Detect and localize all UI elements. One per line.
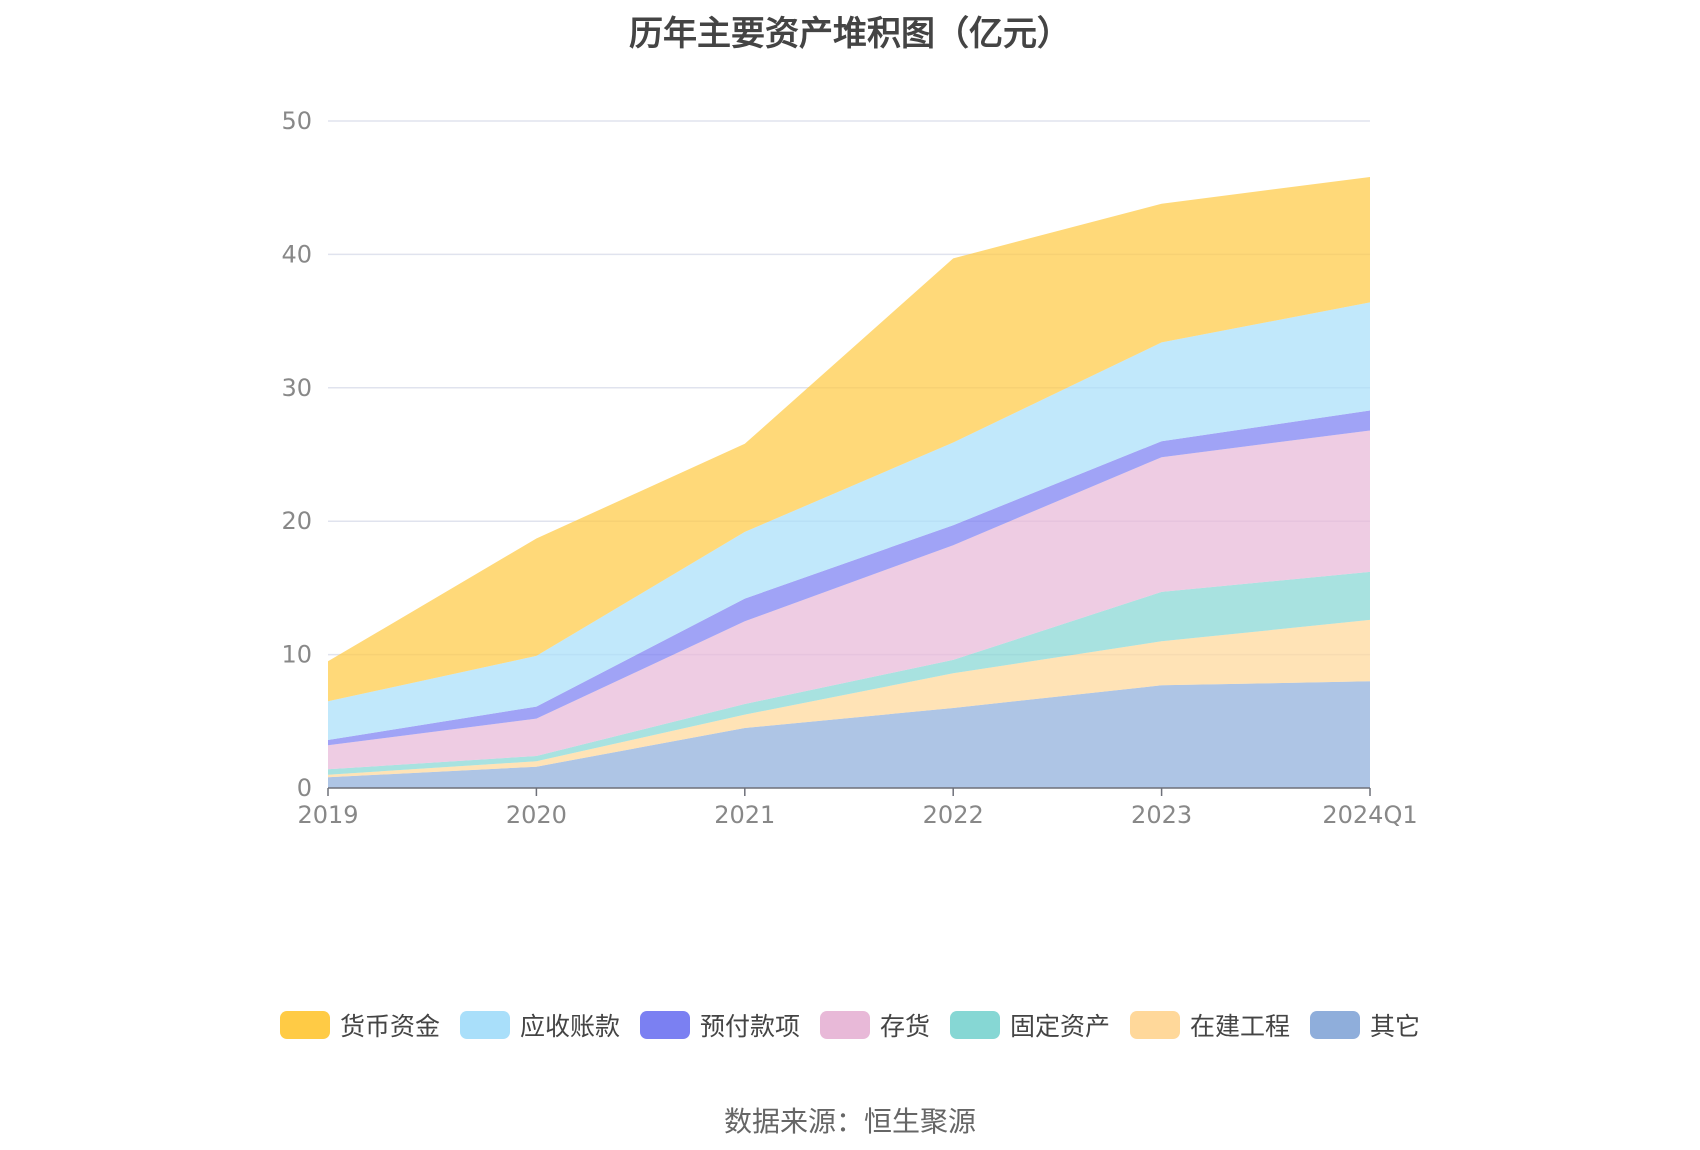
legend-label: 货币资金 [339,1012,440,1041]
legend-swatch [1130,1011,1181,1039]
y-tick-label: 20 [281,507,312,535]
legend-swatch [1310,1011,1361,1039]
legend-swatch [819,1011,870,1039]
legend-label: 固定资产 [1010,1012,1111,1041]
legend-item[interactable]: 货币资金 [279,1007,440,1043]
area-series [328,177,1370,788]
axes [327,787,1371,796]
legend: 货币资金 应收账款 预付款项 存货 固定资产 在建工程 其它 [0,1000,1700,1050]
legend-label: 在建工程 [1190,1012,1291,1041]
y-tick-label: 0 [297,774,312,802]
legend-item[interactable]: 在建工程 [1130,1007,1290,1043]
y-tick-label: 50 [281,107,312,135]
legend-item[interactable]: 预付款项 [639,1007,800,1043]
x-tick-label: 2020 [506,801,567,829]
legend-item[interactable]: 其它 [1310,1007,1420,1043]
legend-swatch [639,1011,690,1039]
legend-label: 应收账款 [519,1012,620,1041]
x-tick-label: 2024Q1 [1322,801,1417,829]
legend-item[interactable]: 应收账款 [459,1007,620,1043]
legend-label: 其它 [1370,1012,1421,1041]
area-series-1 [328,619,1370,778]
x-tick-label: 2021 [714,801,775,829]
legend-item[interactable]: 固定资产 [950,1007,1110,1043]
legend-swatch [279,1011,330,1039]
y-tick-label: 40 [281,240,312,268]
legend-label: 存货 [879,1012,930,1041]
area-series-5 [328,302,1370,740]
area-series-2 [328,571,1370,775]
x-tick-label: 2023 [1131,801,1192,829]
area-series-3 [328,430,1370,770]
legend-item[interactable]: 存货 [819,1007,930,1043]
chart-title: 历年主要资产堆积图（亿元） [629,14,1071,54]
area-series-0 [328,681,1370,788]
legend-label: 预付款项 [699,1012,800,1041]
x-tick-label: 2022 [923,801,984,829]
area-series-4 [328,410,1370,746]
legend-swatch [459,1011,510,1039]
tick-labels: 0 10 20 30 40 50 2019 2020 2021 2022 2023 2024Q1 [281,107,1417,829]
legend-swatch [950,1011,1000,1039]
data-source-note: 数据来源：恒生聚源 [723,1105,976,1138]
y-tick-label: 30 [281,374,312,402]
x-tick-label: 2019 [297,801,358,829]
y-tick-label: 10 [281,641,312,669]
area-series-6 [328,177,1370,702]
